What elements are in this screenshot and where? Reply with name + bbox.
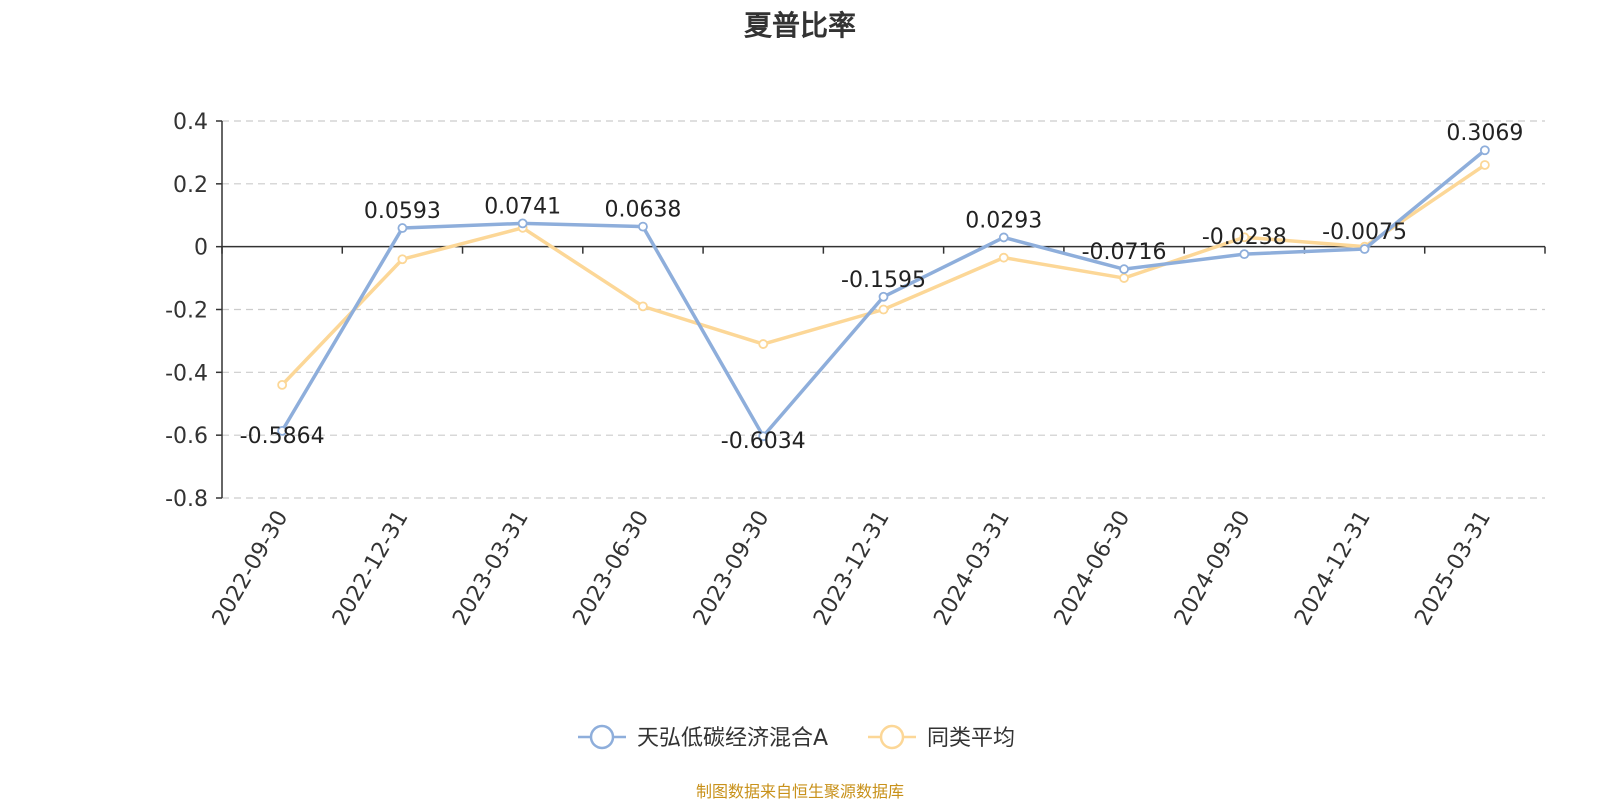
data-point bbox=[998, 252, 1009, 263]
x-tick-label: 2024-12-31 bbox=[1290, 507, 1376, 630]
y-tick-label: -0.8 bbox=[165, 487, 208, 512]
x-tick-label: 2023-09-30 bbox=[689, 507, 775, 630]
data-point bbox=[397, 223, 408, 233]
data-point bbox=[878, 291, 889, 302]
data-label: -0.6034 bbox=[721, 429, 806, 454]
data-label: 0.3069 bbox=[1446, 121, 1523, 146]
data-point bbox=[1119, 273, 1129, 283]
legend-item-0[interactable]: 天弘低碳经济混合A bbox=[578, 724, 828, 751]
data-point bbox=[1359, 244, 1370, 254]
y-tick-label: 0.4 bbox=[173, 110, 208, 135]
data-point bbox=[1239, 249, 1250, 260]
x-tick-label: 2023-06-30 bbox=[569, 507, 655, 630]
data-label: -0.0075 bbox=[1322, 220, 1407, 245]
data-point bbox=[1239, 232, 1250, 243]
chart-title: 夏普比率 bbox=[743, 9, 856, 42]
legend-marker-icon bbox=[879, 724, 905, 750]
legend-label: 同类平均 bbox=[927, 726, 1015, 751]
data-labels: -0.5864 0.0593 0.0741 0.0638 -0.6034 -0.1595 0… bbox=[240, 121, 1524, 454]
data-label: -0.1595 bbox=[841, 268, 926, 293]
data-label: 0.0741 bbox=[484, 194, 561, 219]
y-tick-label: -0.4 bbox=[165, 361, 208, 386]
data-label: -0.5864 bbox=[240, 424, 325, 449]
data-label: 0.0293 bbox=[965, 208, 1042, 233]
series-lines bbox=[277, 145, 1490, 442]
y-tick-label: 0 bbox=[194, 236, 208, 261]
x-tick-label: 2023-03-31 bbox=[448, 507, 534, 630]
y-tick-label: -0.2 bbox=[165, 299, 208, 324]
data-point bbox=[1119, 264, 1129, 275]
legend-marker-icon bbox=[589, 724, 615, 750]
x-tick-label: 2022-12-31 bbox=[328, 506, 414, 629]
grid-lines bbox=[222, 120, 1545, 499]
data-point bbox=[878, 304, 889, 315]
x-tick-label: 2024-09-30 bbox=[1170, 507, 1256, 630]
x-tick-label: 2024-03-31 bbox=[929, 507, 1015, 630]
data-point bbox=[277, 425, 288, 436]
data-source-note: 制图数据来自恒生聚源数据库 bbox=[695, 782, 904, 801]
data-label: -0.0716 bbox=[1082, 240, 1167, 265]
data-point bbox=[1479, 145, 1490, 156]
y-tick-label: 0.2 bbox=[173, 173, 208, 198]
data-point bbox=[638, 221, 648, 232]
data-label: 0.0638 bbox=[604, 198, 681, 223]
data-label: -0.0238 bbox=[1202, 225, 1287, 250]
x-tick-label: 2025-03-31 bbox=[1410, 507, 1496, 630]
data-point bbox=[998, 232, 1009, 243]
x-tick-label: 2022-09-30 bbox=[208, 507, 294, 630]
legend-label: 天弘低碳经济混合A bbox=[637, 726, 828, 751]
data-point bbox=[277, 379, 288, 390]
data-point bbox=[397, 254, 408, 265]
data-point bbox=[758, 431, 769, 442]
legend-item-1[interactable]: 同类平均 bbox=[868, 724, 1015, 751]
data-point bbox=[638, 301, 648, 312]
x-tick-label: 2023-12-31 bbox=[809, 507, 895, 630]
data-point bbox=[1479, 160, 1490, 170]
x-tick-label: 2024-06-30 bbox=[1050, 507, 1136, 630]
data-point bbox=[758, 339, 769, 349]
data-point bbox=[517, 218, 528, 229]
legend[interactable]: 天弘低碳经济混合A 同类平均 bbox=[578, 724, 1015, 751]
y-tick-label: -0.6 bbox=[165, 424, 208, 449]
data-label: 0.0593 bbox=[364, 199, 441, 224]
